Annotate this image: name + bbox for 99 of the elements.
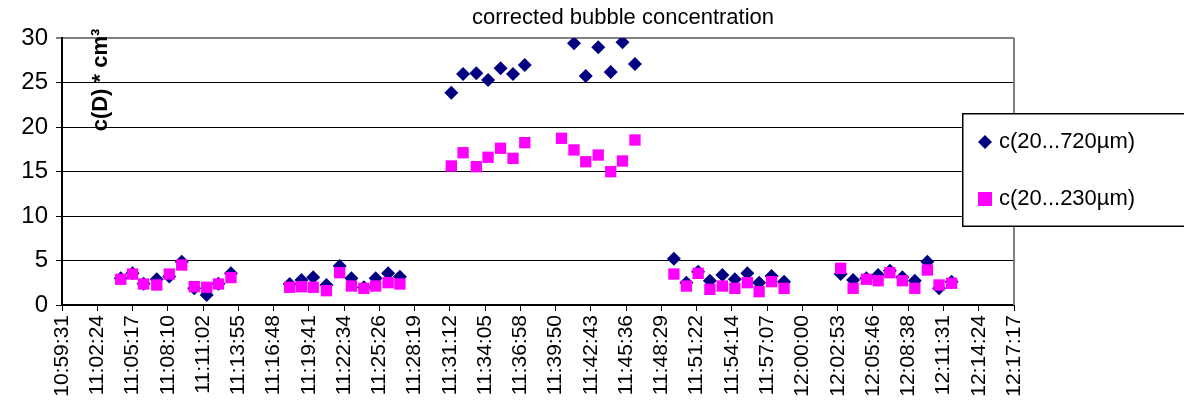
point (921, 264, 933, 276)
point (615, 38, 630, 50)
y-tick-label: 5 (34, 245, 48, 273)
point (493, 61, 508, 76)
point (382, 277, 394, 289)
point (872, 275, 884, 287)
point (680, 280, 693, 292)
x-tick-label: 11:34:05 (471, 315, 495, 396)
point (555, 132, 568, 144)
point (753, 285, 765, 298)
x-tick-label: 12:11:31 (930, 315, 954, 396)
point (394, 278, 406, 290)
point (334, 267, 346, 279)
point (616, 155, 629, 167)
point (201, 281, 213, 293)
x-tick-label: 12:02:53 (824, 315, 848, 397)
point (591, 40, 606, 55)
point (566, 38, 581, 51)
x-tick-label: 10:59:31 (48, 315, 72, 397)
point (481, 73, 496, 88)
point (896, 275, 908, 287)
point (715, 268, 730, 283)
legend-label: c(20...230µm) (999, 185, 1136, 211)
x-tick-label: 11:51:22 (683, 315, 707, 396)
point (295, 281, 308, 293)
point (345, 280, 358, 292)
point (456, 66, 471, 81)
x-tick-label: 11:48:29 (648, 315, 672, 396)
point (444, 85, 459, 100)
point (834, 262, 847, 274)
point (470, 161, 482, 173)
x-tick-label: 11:22:34 (330, 314, 354, 396)
point (469, 66, 484, 81)
point (307, 281, 319, 293)
x-tick-label: 11:39:50 (542, 315, 566, 396)
x-tick-label: 11:42:43 (577, 315, 601, 396)
point (482, 151, 494, 163)
point (627, 56, 642, 71)
x-tick-label: 12:14:24 (965, 314, 989, 397)
point (225, 271, 237, 284)
x-tick-label: 11:25:26 (366, 315, 390, 396)
x-tick-label: 11:54:14 (718, 314, 742, 396)
y-axis-title: c(D) * cm³ (87, 28, 113, 132)
point (884, 267, 896, 279)
point (517, 57, 532, 72)
point (933, 279, 945, 291)
x-tick-label: 12:00:00 (789, 315, 813, 397)
point (603, 65, 618, 79)
point (320, 285, 333, 297)
point (519, 137, 531, 149)
point (176, 259, 188, 271)
x-tick-label: 11:05:17 (119, 315, 143, 396)
x-tick-label: 11:11:02 (189, 315, 213, 394)
x-tick-label: 11:36:58 (507, 315, 531, 396)
y-tick-label: 10 (21, 200, 48, 228)
point (506, 66, 521, 81)
x-tick-label: 11:57:07 (753, 315, 777, 396)
point (765, 276, 778, 288)
point (778, 282, 790, 295)
point (741, 277, 754, 289)
x-tick-label: 12:05:46 (859, 315, 883, 397)
point (445, 160, 457, 172)
y-tick-label: 0 (34, 289, 48, 317)
x-tick-label: 11:16:48 (260, 315, 284, 396)
point (568, 144, 580, 156)
point (151, 279, 163, 291)
x-tick-label: 11:08:10 (154, 315, 178, 396)
y-tick-label: 25 (21, 67, 48, 95)
x-tick-label: 11:28:19 (401, 315, 425, 396)
point (507, 152, 519, 164)
chart-title: corrected bubble concentration (471, 4, 775, 30)
point (163, 268, 175, 280)
point (457, 147, 469, 159)
point (370, 280, 382, 292)
x-tick-label: 11:19:41 (295, 315, 319, 396)
legend-label: c(20...720µm) (999, 128, 1136, 154)
point (592, 149, 604, 161)
x-tick-label: 12:17:17 (1000, 315, 1024, 397)
point (629, 134, 641, 146)
x-tick-label: 12:08:38 (895, 315, 919, 397)
x-tick-label: 11:45:36 (612, 315, 636, 396)
x-tick-label: 11:13:55 (225, 315, 249, 396)
point (284, 281, 296, 293)
y-tick-label: 20 (21, 111, 48, 139)
point (716, 280, 729, 292)
point (605, 166, 617, 178)
point (578, 69, 593, 83)
x-tick-label: 11:02:24 (84, 314, 108, 396)
point (494, 142, 507, 154)
x-tick-label: 11:31:12 (436, 315, 460, 396)
point (666, 251, 681, 266)
point (668, 268, 680, 280)
point (729, 282, 741, 295)
y-tick-label: 30 (21, 22, 48, 50)
point (909, 282, 921, 295)
point (704, 283, 716, 295)
y-tick-label: 15 (21, 156, 48, 184)
point (580, 156, 592, 168)
point (847, 282, 859, 295)
